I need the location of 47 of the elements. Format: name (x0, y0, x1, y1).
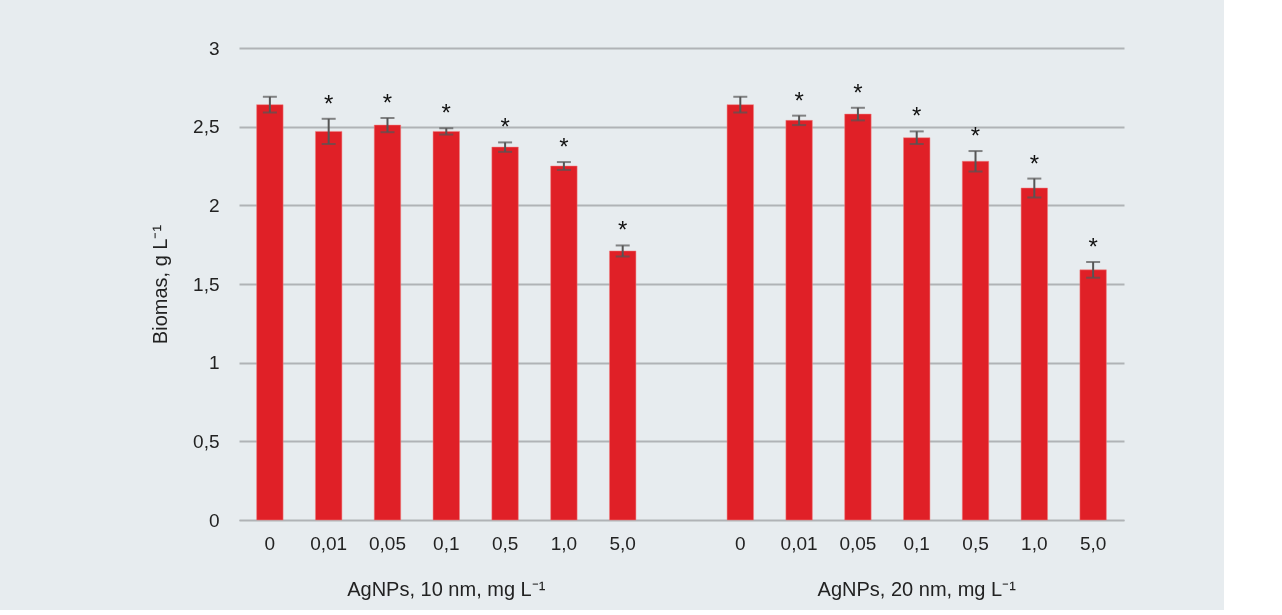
bar (844, 113, 872, 521)
x-tick-label: 5,0 (1079, 532, 1107, 554)
x-tick-label: 0 (264, 532, 276, 554)
x-tick-label: 0,05 (368, 532, 406, 554)
y-tick-label: 0,5 (193, 430, 220, 452)
y-axis-title: Biomas, g L⁻¹ (149, 224, 172, 345)
bar (609, 250, 637, 521)
x-tick-label: 0,5 (962, 532, 989, 554)
bar (1020, 187, 1048, 521)
data-label: * (1029, 149, 1039, 177)
x-tick-label: 0,1 (433, 532, 460, 554)
bar (785, 120, 813, 521)
data-label: * (382, 89, 393, 117)
x-tick-label: 5,0 (609, 532, 636, 554)
bar (374, 124, 401, 521)
bar (903, 137, 931, 521)
data-label: * (853, 78, 863, 106)
data-label: * (618, 216, 628, 244)
bar (315, 131, 343, 521)
y-tick-label: 0 (208, 509, 220, 531)
data-label: * (1088, 232, 1098, 260)
y-tick-label: 2 (208, 194, 220, 216)
bar (962, 161, 989, 521)
x-tick-label: 0,05 (839, 532, 877, 554)
data-label: * (559, 133, 569, 161)
data-label: * (912, 102, 922, 130)
text: AgNPs, 10 nm, mg L⁻¹ (347, 578, 546, 600)
y-tick-label: 1 (208, 352, 220, 374)
bar (1079, 269, 1107, 521)
y-tick-label: 2,5 (193, 116, 220, 138)
text: AgNPs, 20 nm, mg L⁻¹ (817, 578, 1017, 600)
bar (256, 104, 284, 521)
x-tick-label: 0,5 (491, 532, 519, 554)
data-label: * (500, 113, 510, 141)
y-tick-label: 3 (208, 37, 220, 59)
x-tick-label: 0,01 (310, 532, 348, 554)
y-tick-label: 1,5 (193, 273, 220, 295)
x-tick-label: 1,0 (1021, 532, 1048, 554)
x-tick-label: 0,01 (780, 532, 818, 554)
x-tick-label: 0 (735, 532, 746, 554)
data-label: * (970, 122, 981, 150)
bar (726, 104, 754, 521)
data-label: * (324, 89, 334, 117)
data-label: * (794, 86, 804, 114)
data-label: * (441, 99, 451, 127)
x-tick-label: 1,0 (550, 532, 578, 554)
x-tick-label: 0,1 (903, 532, 930, 554)
